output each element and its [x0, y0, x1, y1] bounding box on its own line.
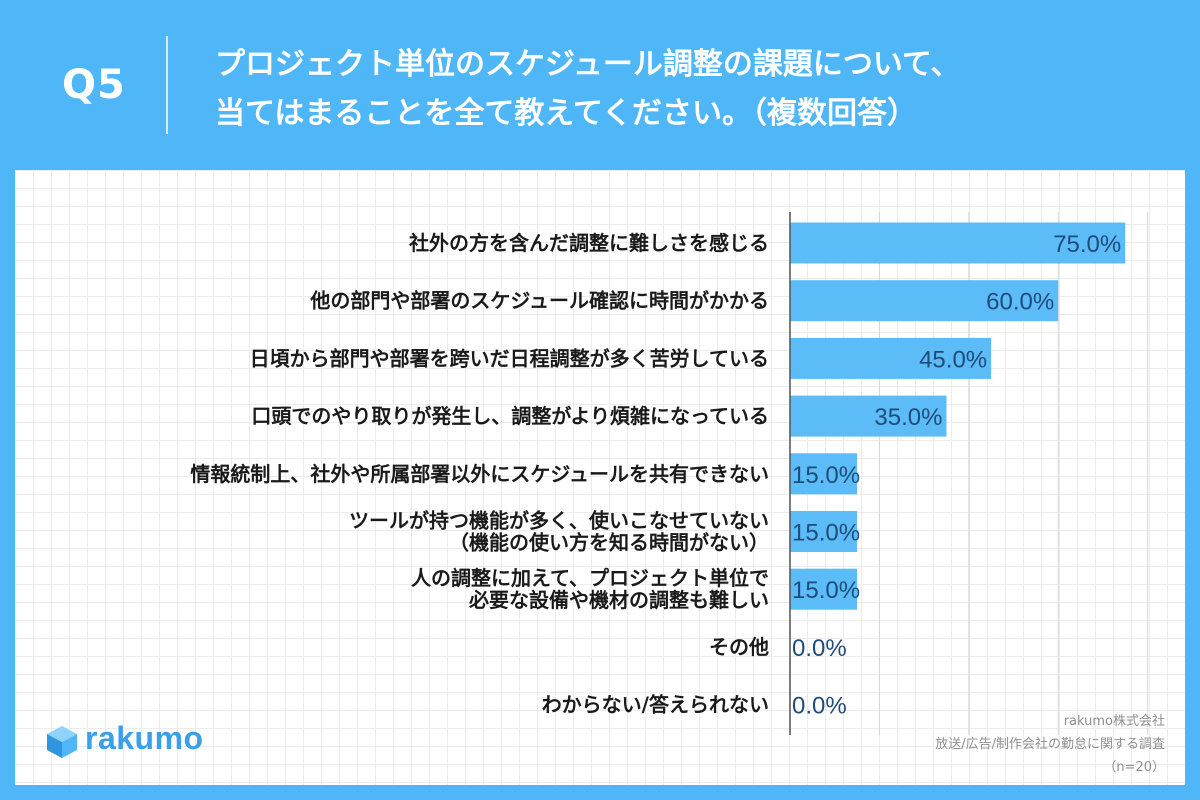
question-number: Q5 [62, 62, 126, 108]
data-label: 0.0% [792, 693, 847, 720]
source-note: rakumo株式会社 放送/広告/制作会社の勤怠に関する調査 （n=20） [935, 710, 1165, 779]
category-label: 必要な設備や機材の調整も難しい [468, 588, 769, 612]
data-label: 45.0% [919, 346, 987, 373]
data-label: 15.0% [792, 462, 860, 489]
question-title-line-1: プロジェクト単位のスケジュール調整の課題について、 [215, 47, 961, 82]
cube-logo-icon [47, 726, 77, 758]
source-survey: 放送/広告/制作会社の勤怠に関する調査 [935, 737, 1165, 752]
category-label: 日頃から部門や部署を跨いだ日程調整が多く苦労している [250, 346, 769, 370]
bar [790, 568, 858, 610]
category-label: 他の部門や部署のスケジュール確認に時間がかかる [309, 289, 769, 313]
data-label: 60.0% [986, 289, 1054, 316]
source-company: rakumo株式会社 [1063, 714, 1165, 729]
data-label: 15.0% [792, 577, 860, 604]
brand-name: rakumo [85, 720, 204, 756]
bar [790, 337, 992, 379]
category-label: 人の調整に加えて、プロジェクト単位で [411, 566, 769, 590]
source-sample: （n=20） [1103, 760, 1165, 775]
question-title: プロジェクト単位のスケジュール調整の課題について、 当てはまることを全て教えてく… [215, 40, 961, 138]
bar [790, 511, 858, 552]
data-label: 0.0% [792, 635, 847, 662]
data-label: 15.0% [792, 520, 860, 547]
bar [790, 280, 1059, 322]
category-label: その他 [709, 635, 769, 659]
question-title-line-2: 当てはまることを全て教えてください。（複数回答） [215, 96, 917, 131]
header-divider [166, 36, 168, 134]
data-label: 35.0% [874, 404, 942, 431]
header: Q5 プロジェクト単位のスケジュール調整の課題について、 当てはまることを全て教… [0, 0, 1200, 170]
category-label: 口頭でのやり取りが発生し、調整がより煩雑になっている [251, 404, 769, 428]
category-label: （機能の使い方を知る時間がない） [449, 531, 769, 555]
bar [790, 453, 858, 495]
category-label: ツールが持つ機能が多く、使いこなせていない [349, 509, 769, 533]
bar [790, 222, 1126, 264]
category-label: わからない/答えられない [542, 693, 769, 717]
category-label: 情報統制上、社外や所属部署以外にスケジュールを共有できない [190, 462, 769, 486]
data-label: 75.0% [1053, 231, 1121, 258]
bar [790, 395, 947, 437]
chart-panel [15, 170, 1185, 785]
category-label: 社外の方を含んだ調整に難しさを感じる [408, 231, 769, 255]
